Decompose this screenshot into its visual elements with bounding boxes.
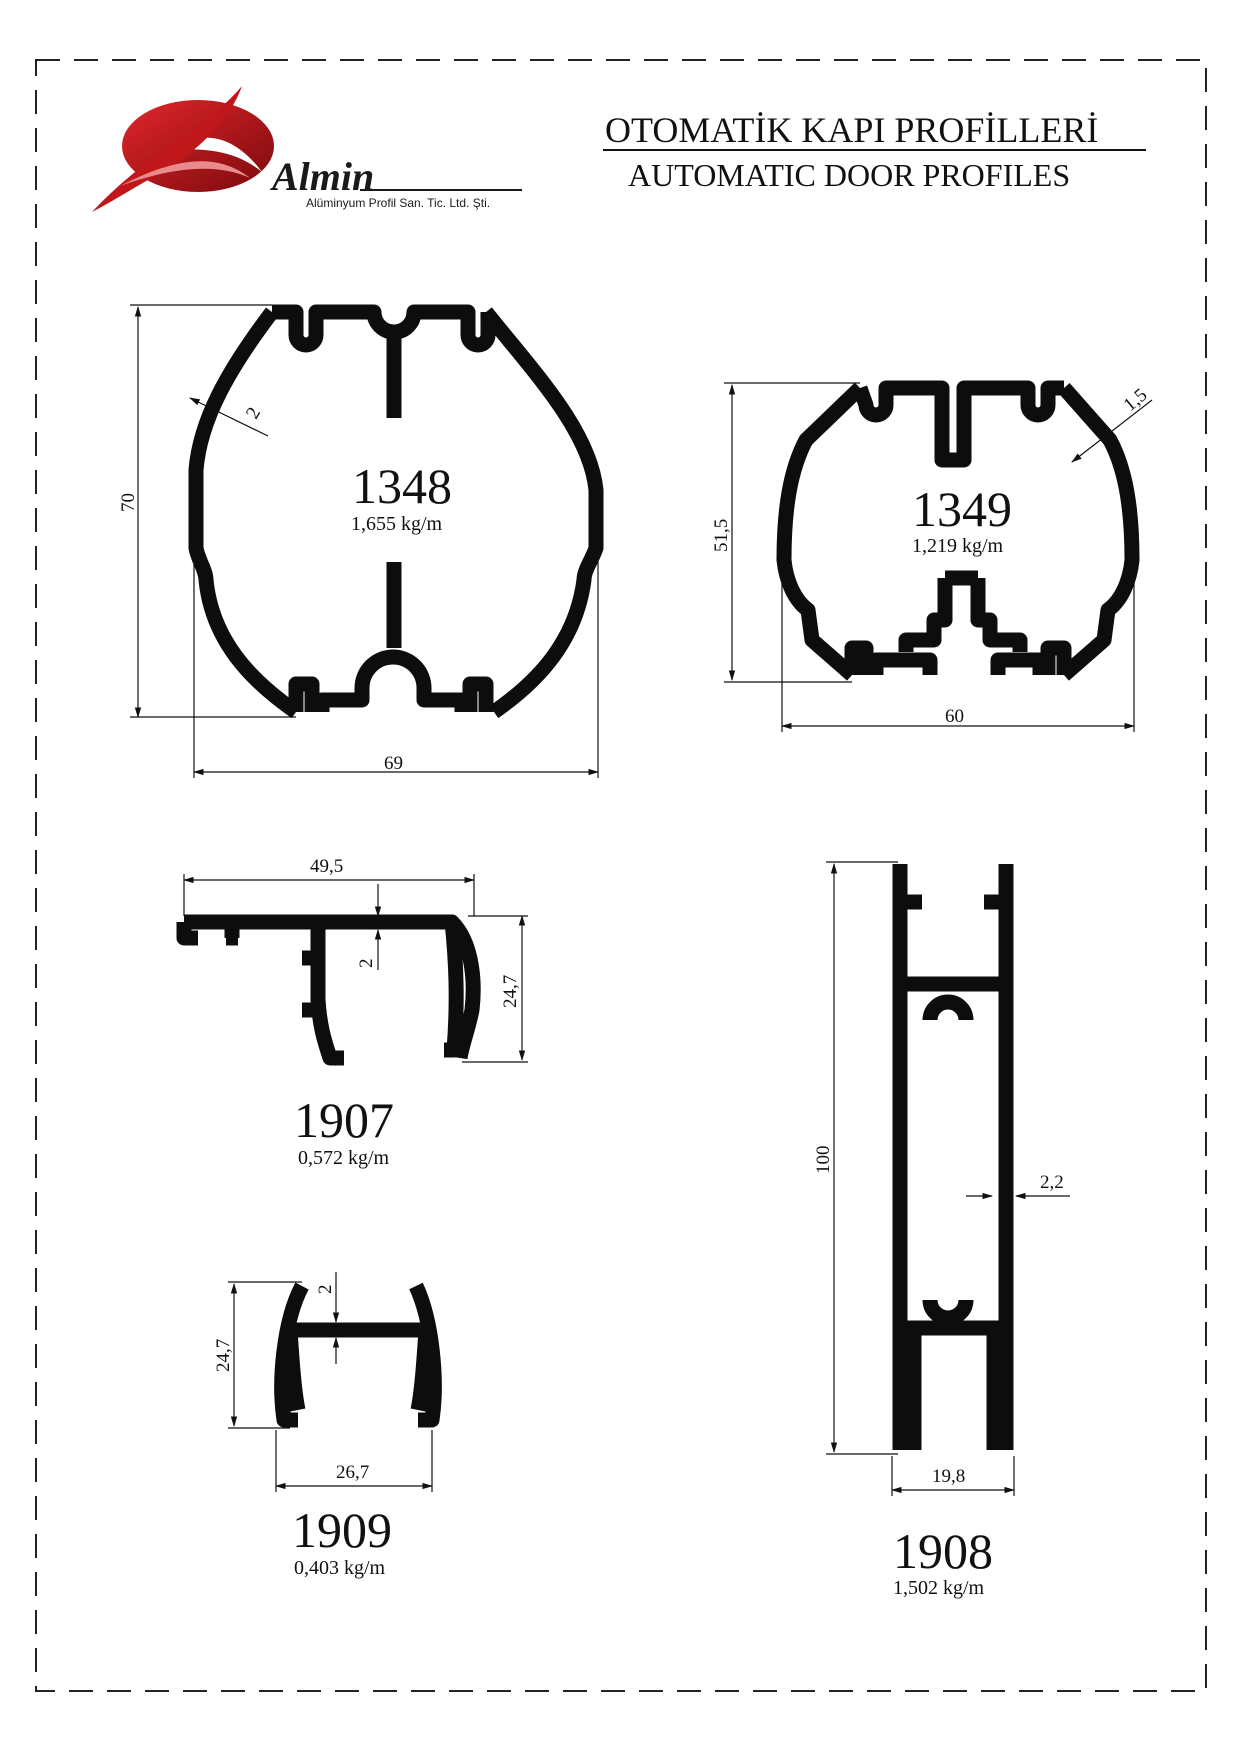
- title-english: AUTOMATIC DOOR PROFILES: [628, 157, 1070, 193]
- code-1348: 1348: [352, 458, 452, 514]
- dim-1349-height: 51,5: [711, 519, 732, 552]
- weight-1349: 1,219 kg/m: [912, 535, 1004, 557]
- profile-1348: 1348 1,655 kg/m 70 69 2: [118, 304, 604, 778]
- dim-1349-wall: 1,5: [1120, 384, 1152, 415]
- code-1349: 1349: [912, 481, 1012, 537]
- logo-swoosh: [92, 86, 242, 212]
- dim-1348-wall: 2: [242, 404, 265, 423]
- dim-1907-height: 24,7: [500, 975, 521, 1008]
- almin-logo: Almin Alüminyum Profil San. Tic. Ltd. Şt…: [92, 86, 522, 212]
- code-1908: 1908: [893, 1523, 993, 1579]
- dim-1908-width: 19,8: [932, 1466, 965, 1487]
- profile-1908-outline: [892, 864, 1014, 1450]
- profile-1909-outline: [274, 1282, 442, 1428]
- weight-1907: 0,572 kg/m: [298, 1147, 390, 1169]
- profile-1908: 1908 1,502 kg/m 100 19,8 2,2: [813, 861, 1070, 1599]
- profile-1907: 1907 0,572 kg/m 49,5 24,7 2: [176, 856, 528, 1169]
- dim-line-1349-wall: [1071, 399, 1153, 463]
- dim-line-1348-wall: [189, 397, 269, 437]
- sheet-border: [35, 59, 1207, 1692]
- code-1909: 1909: [292, 1502, 392, 1558]
- weight-1908: 1,502 kg/m: [893, 1577, 985, 1599]
- dim-1908-height: 100: [813, 1146, 834, 1175]
- profile-1349: 1349 1,219 kg/m 51,5 60 1,5: [711, 380, 1153, 732]
- dim-1348-width: 69: [384, 753, 403, 774]
- profile-1349-outline: [776, 380, 1140, 681]
- dim-1909-wall: 2: [315, 1285, 336, 1295]
- title-turkish: OTOMATİK KAPI PROFİLLERİ: [605, 110, 1098, 150]
- dim-1908-wall: 2,2: [1040, 1172, 1064, 1193]
- dim-1909-height: 24,7: [213, 1339, 234, 1372]
- dim-1349-width: 60: [945, 706, 964, 727]
- profile-1348-outline: [188, 304, 604, 719]
- profile-1909: 1909 0,403 kg/m 24,7 26,7 2: [213, 1272, 442, 1579]
- logo-brand: Almin: [269, 154, 374, 199]
- logo-tagline: Alüminyum Profil San. Tic. Ltd. Şti.: [306, 196, 490, 210]
- dim-1909-width: 26,7: [336, 1462, 369, 1483]
- code-1907: 1907: [294, 1092, 394, 1148]
- logo-swoosh-light: [120, 161, 250, 186]
- profile-1907-outline: [176, 914, 481, 1066]
- dim-1348-height: 70: [118, 493, 139, 512]
- dim-1907-wall: 2: [356, 959, 377, 969]
- weight-1909: 0,403 kg/m: [294, 1557, 386, 1579]
- dim-1907-width: 49,5: [310, 856, 343, 877]
- weight-1348: 1,655 kg/m: [351, 513, 443, 535]
